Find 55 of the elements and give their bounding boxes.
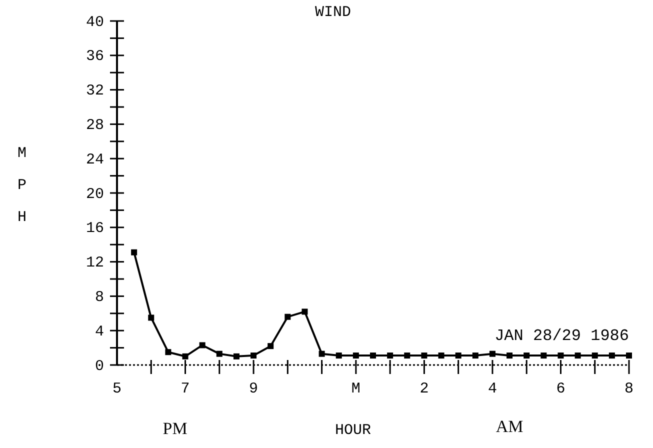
y-tick-label: 12 xyxy=(86,254,104,272)
x-tick-label: 8 xyxy=(624,380,634,398)
point xyxy=(233,353,240,360)
y-tick-label: 16 xyxy=(86,220,104,238)
point xyxy=(216,350,222,357)
y-tick-label: 24 xyxy=(86,151,104,168)
point xyxy=(370,352,376,359)
y-tick-label: 0 xyxy=(94,358,104,375)
annotation: JAN 28/29 1986 xyxy=(494,326,629,345)
point xyxy=(165,349,172,356)
y-axis-title: MPH xyxy=(17,145,27,226)
point xyxy=(336,352,342,359)
point xyxy=(250,352,257,359)
point xyxy=(574,352,581,359)
point xyxy=(148,314,154,321)
point xyxy=(489,350,496,357)
x-tick-label: 5 xyxy=(112,380,122,398)
y-tick-label: 28 xyxy=(86,117,104,134)
point xyxy=(182,353,188,360)
x-tick-label: 4 xyxy=(488,380,497,398)
y-tick-label: 4 xyxy=(94,323,104,340)
point xyxy=(472,352,478,359)
point xyxy=(592,352,598,359)
point xyxy=(524,352,530,359)
y-tick-label: 8 xyxy=(94,289,104,306)
chart-title: WIND xyxy=(314,4,352,21)
point xyxy=(438,352,444,359)
point xyxy=(421,352,428,359)
y-tick-label: 36 xyxy=(86,48,104,66)
y-tick-label: 40 xyxy=(86,14,104,31)
x-tick-label: 2 xyxy=(420,380,429,398)
x-tick-label: 6 xyxy=(556,380,566,398)
point xyxy=(626,352,632,359)
text: AM xyxy=(496,417,524,436)
point xyxy=(506,352,513,359)
point xyxy=(455,352,462,359)
text: PM xyxy=(162,419,188,438)
point xyxy=(268,343,274,350)
point xyxy=(131,249,138,256)
x-axis-title: HOUR xyxy=(334,422,372,439)
point xyxy=(199,342,206,348)
y-tick-label: 32 xyxy=(86,82,104,100)
point xyxy=(284,314,291,320)
point xyxy=(558,352,564,359)
x-tick-label: M xyxy=(351,380,360,398)
x-tick-label: 9 xyxy=(249,380,258,398)
point xyxy=(387,352,394,359)
point xyxy=(302,308,308,315)
point xyxy=(404,352,410,359)
y-tick-label: 20 xyxy=(86,186,104,203)
point xyxy=(540,352,547,359)
x-tick-label: 7 xyxy=(180,380,190,398)
point xyxy=(608,352,615,359)
point xyxy=(318,350,325,357)
point xyxy=(352,352,359,359)
